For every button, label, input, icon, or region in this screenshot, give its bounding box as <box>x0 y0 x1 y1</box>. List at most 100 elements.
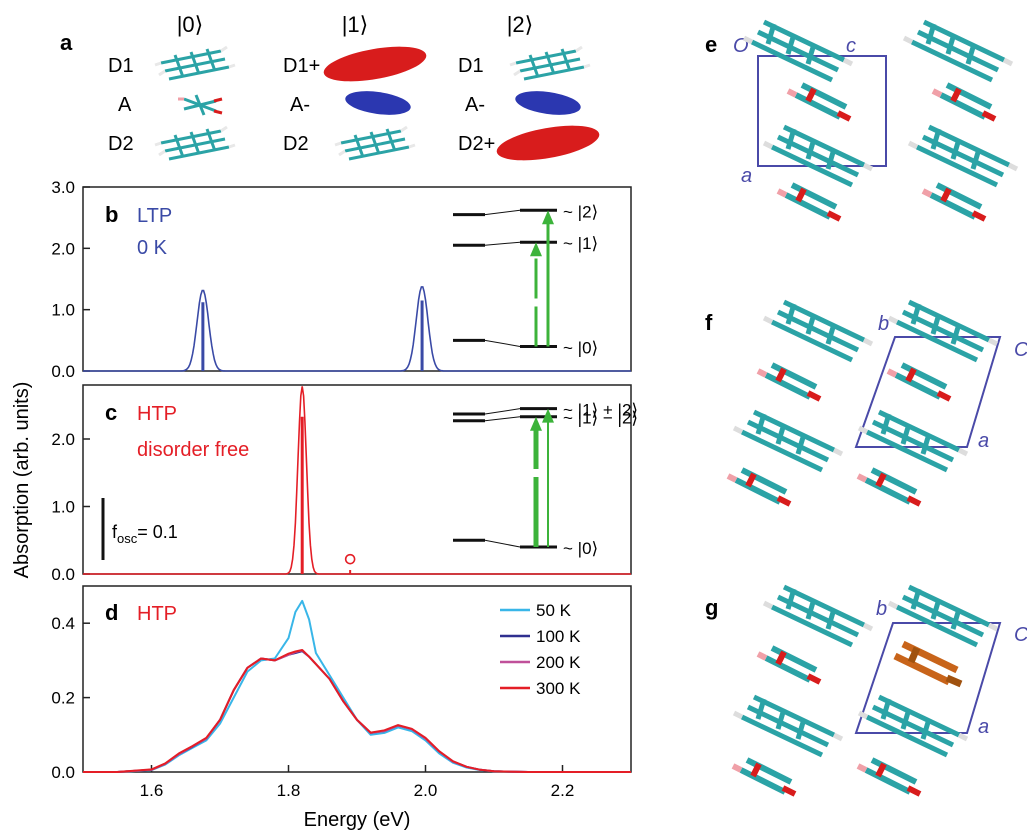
unit-cell-f <box>854 336 1002 448</box>
panel-d-xtick-label-1: 1.8 <box>277 781 301 800</box>
panel-letter-f: f <box>705 310 713 335</box>
f-acceptor-2 <box>888 365 950 399</box>
panel-b-ytick-label-1: 1.0 <box>51 301 75 320</box>
mol-label-s1-d1: D1+ <box>283 55 320 77</box>
e-acene-4 <box>909 127 1017 185</box>
panel-b-level-label-0: ~ |2⟩ <box>563 202 598 221</box>
panel-c-frame: c HTP disorder free fosc= 0.1 0.01.02.0 … <box>51 384 638 584</box>
g-acceptor-highlighted-orange <box>893 640 963 688</box>
molecule-d2-neutral-s1 <box>333 125 417 161</box>
mol-label-s0-a: A <box>118 94 132 116</box>
panel-c-ytick-label-1: 1.0 <box>51 498 75 517</box>
panel-b-level-connector-1 <box>484 241 521 246</box>
panel-b-level-label-1: ~ |1⟩ <box>563 234 598 253</box>
molecule-d1-cation-red <box>323 46 427 82</box>
f-acene-2 <box>889 302 997 360</box>
e-acene-1 <box>744 22 852 80</box>
e-acceptor-3 <box>778 185 840 219</box>
cell-label-e-a: a <box>741 165 752 187</box>
e-acceptor-2 <box>933 85 995 119</box>
panel-g: g b C a <box>705 587 1027 794</box>
panel-d-yticks: 0.0 0.2 0.4 <box>51 614 90 782</box>
panel-b-ytick-label-0: 0.0 <box>51 362 75 381</box>
f-acene-1 <box>764 302 872 360</box>
cell-label-g-c: C <box>1014 624 1027 646</box>
panel-b-level-connector-2 <box>484 339 521 347</box>
panel-b-ytick-label-2: 2.0 <box>51 239 75 258</box>
mol-label-s2-a: A- <box>465 94 485 116</box>
panel-a: a |0⟩ |1⟩ |2⟩ D1 A D2 D1+ A- D2 D1 A- D2… <box>60 12 600 161</box>
g-acene-3 <box>734 697 842 755</box>
state-label-1: |1⟩ <box>342 12 369 37</box>
f-acceptor-4 <box>858 470 920 504</box>
panel-c-curves <box>83 386 631 575</box>
e-acceptor-1 <box>788 85 850 119</box>
g-acene-2 <box>889 587 997 645</box>
panel-c-level-label-2: ~ |0⟩ <box>563 539 598 558</box>
panel-b-yticks: 0.0 1.0 2.0 3.0 <box>51 178 90 381</box>
panel-b-ytick-label-3: 3.0 <box>51 178 75 197</box>
panel-c-level-label-1: ~ |1⟩ − |2⟩ <box>563 409 638 428</box>
panel-c-level-connector-1 <box>484 416 521 422</box>
legend-label-1: 100 K <box>536 627 581 646</box>
panel-c-ytick-label-2: 2.0 <box>51 430 75 449</box>
e-acceptor-4 <box>923 185 985 219</box>
panel-d-xticks: 1.6 1.8 2.0 2.2 <box>140 765 575 800</box>
panel-b-levels: ~ |2⟩ ~ |1⟩ ~ |0⟩ <box>453 202 598 357</box>
panel-d-xtick-label-0: 1.6 <box>140 781 164 800</box>
cell-label-f-c: C <box>1014 339 1027 361</box>
panel-b-level-label-2: ~ |0⟩ <box>563 338 598 357</box>
mol-label-s2-d2: D2+ <box>458 133 495 155</box>
mol-label-s0-d2: D2 <box>108 133 134 155</box>
molecule-d1-neutral <box>153 45 237 81</box>
g-acene-4 <box>859 697 967 755</box>
g-acceptor-4 <box>858 760 920 794</box>
unit-cell-g <box>854 622 1002 734</box>
panel-c-yticks: 0.0 1.0 2.0 <box>51 430 90 584</box>
legend-label-2: 200 K <box>536 653 581 672</box>
panel-d-legend: 50 K 100 K 200 K 300 K <box>500 601 581 698</box>
panel-b-frame: b LTP 0 K 0.0 1.0 2.0 3.0 ~ |2⟩ ~ |1⟩ ~ |0⟩ <box>51 178 632 381</box>
panel-c-arrowhead-1 <box>542 408 554 423</box>
molecule-a-neutral <box>176 93 224 117</box>
plots-area: b LTP 0 K 0.0 1.0 2.0 3.0 ~ |2⟩ ~ |1⟩ ~ |0⟩ c… <box>11 178 638 831</box>
panel-c-small-marker <box>344 553 356 565</box>
panel-letter-g: g <box>705 595 718 620</box>
cell-label-e-c: c <box>846 35 856 57</box>
mol-label-s0-d1: D1 <box>108 55 134 77</box>
fosc-label: fosc= 0.1 <box>112 522 178 546</box>
panel-b-arrowhead-1 <box>542 210 554 225</box>
molecule-d1-neutral-s2 <box>508 45 592 81</box>
panel-d-xtick-label-3: 2.2 <box>551 781 575 800</box>
molecule-a-anion-blue <box>345 91 411 115</box>
x-axis-label: Energy (eV) <box>304 809 411 831</box>
mol-label-s1-d2: D2 <box>283 133 309 155</box>
panel-c-level-connector-0 <box>484 408 521 415</box>
mol-label-s2-d1: D1 <box>458 55 484 77</box>
molecule-a-anion-blue-s2 <box>515 91 581 115</box>
panel-d-series-3 <box>83 649 631 773</box>
cell-label-f-a: a <box>978 430 989 452</box>
panel-b-subtitle: 0 K <box>137 237 168 259</box>
panel-c-level-connector-2 <box>484 539 521 548</box>
cell-label-g-a: a <box>978 716 989 738</box>
panel-b-level-connector-0 <box>484 209 521 216</box>
molecule-d2-cation-red <box>496 125 600 161</box>
panel-c-spectrum-line <box>83 386 631 575</box>
f-acceptor-3 <box>728 470 790 504</box>
legend-label-0: 50 K <box>536 601 572 620</box>
e-acene-3 <box>764 127 872 185</box>
panel-c-title: HTP <box>137 403 177 425</box>
mol-label-s1-a: A- <box>290 94 310 116</box>
panel-d-ytick-label-2: 0.4 <box>51 614 75 633</box>
panel-d-curves <box>83 599 631 773</box>
panel-c-levels: ~ |1⟩ + |2⟩~ |1⟩ − |2⟩ ~ |0⟩ <box>453 401 638 558</box>
molecule-d2-neutral <box>153 125 237 161</box>
state-label-2: |2⟩ <box>507 12 534 37</box>
panel-e: e O c a <box>705 22 1017 219</box>
panel-d-axes-box <box>82 585 632 773</box>
panel-letter-e: e <box>705 32 717 57</box>
panel-d-ytick-label-1: 0.2 <box>51 689 75 708</box>
panel-letter-c: c <box>105 400 117 425</box>
panel-d-xtick-label-2: 2.0 <box>414 781 438 800</box>
